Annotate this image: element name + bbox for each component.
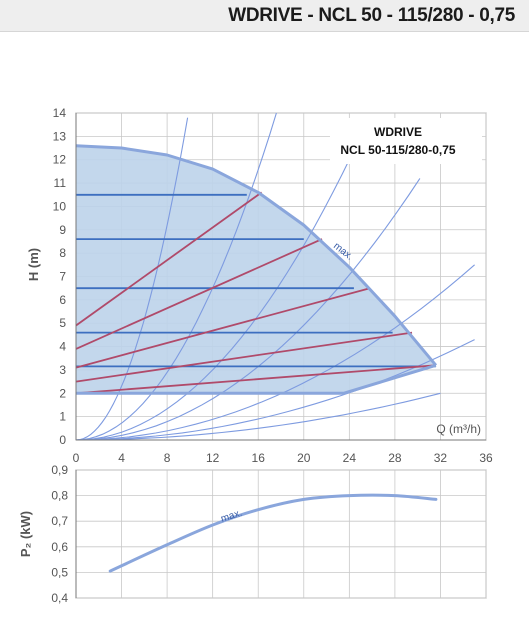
- min-curve: [76, 363, 437, 395]
- x-tick-label: 28: [388, 451, 402, 465]
- x-tick-label: 4: [118, 451, 125, 465]
- y-tick-label: 5: [59, 316, 66, 330]
- power-y-tick-label: 0,4: [51, 591, 68, 605]
- system-curve: [75, 112, 277, 441]
- model-label-line1: WDRIVE: [374, 125, 422, 139]
- page-title: WDRIVE - NCL 50 - 115/280 - 0,75: [228, 5, 515, 26]
- y-tick-label: 12: [53, 153, 67, 167]
- y-tick-label: 4: [59, 340, 66, 354]
- x-tick-label: 24: [343, 451, 357, 465]
- power-plot-area: [75, 469, 487, 599]
- x-axis-label: Q (m³/h): [436, 422, 481, 436]
- power-curve: [108, 493, 438, 573]
- x-tick-label: 32: [434, 451, 448, 465]
- y-axis-label: H (m): [26, 248, 41, 281]
- proportional-pressure-line: [75, 331, 413, 383]
- power-flow-chart: 0,90,80,70,60,50,4P₂ (kW) max.: [18, 463, 487, 605]
- y-tick-label: 9: [59, 223, 66, 237]
- y-tick-label: 1: [59, 410, 66, 424]
- proportional-pressure-line: [75, 287, 371, 369]
- system-curve: [75, 339, 475, 441]
- y-tick-label: 3: [59, 363, 66, 377]
- x-tick-label: 16: [252, 451, 266, 465]
- system-curve: [75, 264, 475, 441]
- max-curve: [75, 144, 438, 367]
- model-label-line2: NCL 50-115/280-0,75: [340, 143, 456, 157]
- x-tick-label: 0: [73, 451, 80, 465]
- proportional-pressure-line: [75, 191, 263, 327]
- power-y-tick-label: 0,8: [51, 489, 68, 503]
- x-tick-label: 20: [297, 451, 311, 465]
- power-y-tick-label: 0,5: [51, 565, 68, 579]
- proportional-pressure-line: [75, 238, 323, 350]
- power-y-tick-label: 0,6: [51, 540, 68, 554]
- power-y-axis-label: P₂ (kW): [18, 511, 33, 557]
- power-y-tick-label: 0,9: [51, 463, 68, 477]
- y-tick-label: 7: [59, 270, 66, 284]
- power-y-tick-label: 0,7: [51, 514, 68, 528]
- title-bar: WDRIVE - NCL 50 - 115/280 - 0,75: [0, 0, 529, 32]
- proportional-pressure-line: [75, 364, 436, 395]
- system-curve: [75, 392, 441, 441]
- system-curve: [75, 154, 353, 441]
- y-tick-label: 2: [59, 386, 66, 400]
- y-tick-label: 10: [53, 199, 67, 213]
- y-tick-label: 6: [59, 293, 66, 307]
- y-tick-label: 0: [59, 433, 66, 447]
- x-tick-label: 12: [206, 451, 220, 465]
- system-curve: [75, 117, 189, 441]
- y-tick-label: 8: [59, 246, 66, 260]
- system-curve: [75, 178, 421, 441]
- model-label-box: [330, 118, 482, 164]
- x-tick-label: 8: [164, 451, 171, 465]
- y-tick-label: 14: [53, 106, 67, 120]
- y-tick-label: 13: [53, 129, 67, 143]
- x-tick-label: 36: [479, 451, 493, 465]
- y-tick-label: 11: [54, 176, 67, 190]
